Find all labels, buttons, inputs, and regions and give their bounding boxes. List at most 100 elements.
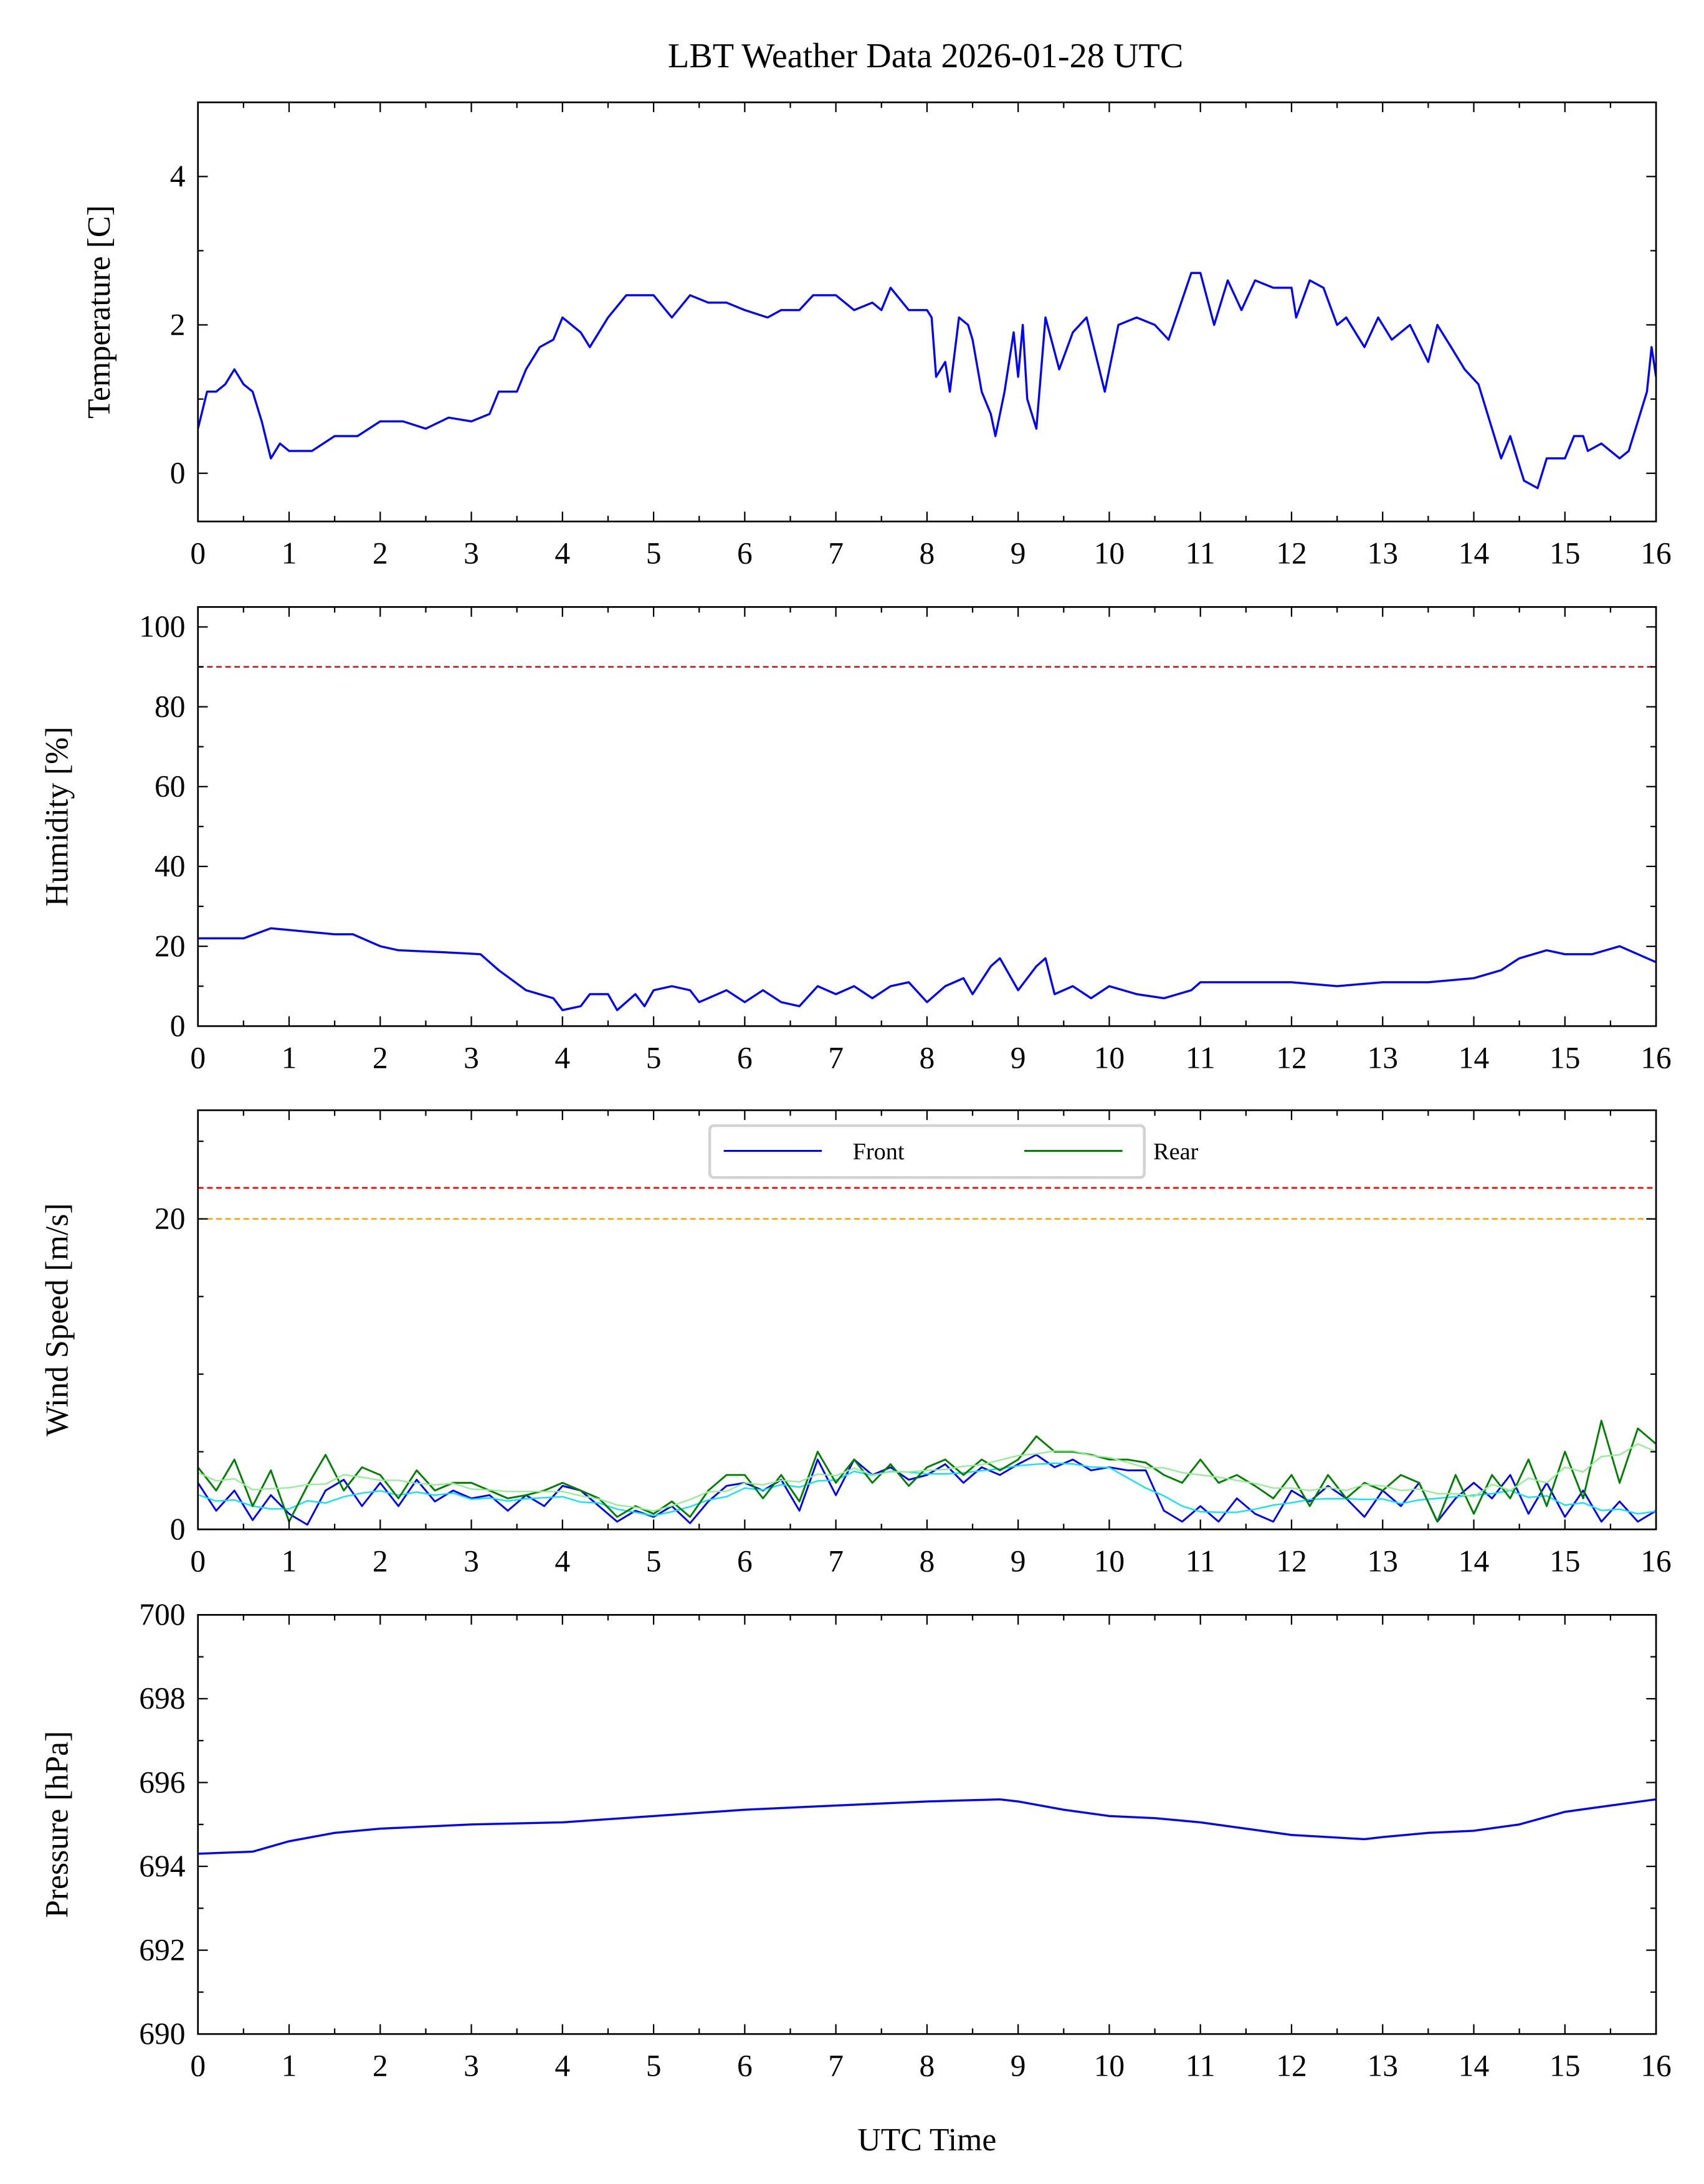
x-tick-label: 1: [282, 1041, 297, 1075]
data-point-humidity: [871, 997, 873, 999]
data-point-temperature: [1564, 457, 1566, 460]
data-point-humidity: [1054, 993, 1056, 995]
x-tick-label: 15: [1549, 1544, 1580, 1579]
data-point-rear: [798, 1500, 801, 1503]
data-point-rear: [1217, 1481, 1220, 1484]
data-point-temperature: [1336, 324, 1338, 326]
data-point-rear: [652, 1512, 655, 1515]
y-tick-label: 4: [170, 159, 186, 193]
data-point-humidity: [397, 949, 399, 951]
plot-area-temperature: [198, 272, 1657, 490]
data-point-front: [1217, 1521, 1220, 1522]
data-point-pressure: [926, 1800, 928, 1803]
y-tick-label: 700: [139, 1597, 185, 1631]
data-point-front: [1509, 1474, 1511, 1476]
data-point-temperature: [1500, 457, 1502, 460]
data-point-temperature: [652, 294, 655, 297]
data-point-front: [1491, 1497, 1493, 1499]
data-point-humidity: [352, 933, 354, 936]
data-point-front: [652, 1516, 655, 1518]
x-tick-label: 1: [282, 1544, 297, 1579]
x-tick-label: 6: [737, 1041, 753, 1075]
data-point-rear: [1308, 1505, 1311, 1507]
y-tick-label: 694: [139, 1849, 185, 1883]
data-point-temperature: [538, 346, 541, 348]
data-point-front: [379, 1481, 381, 1484]
data-point-temperature: [871, 301, 873, 304]
data-point-humidity: [1245, 981, 1247, 984]
x-tick-label: 2: [373, 1041, 388, 1075]
data-point-humidity: [1619, 945, 1621, 947]
data-point-pressure: [1290, 1834, 1293, 1836]
data-point-front: [252, 1519, 254, 1521]
data-point-humidity: [670, 985, 673, 987]
data-point-humidity: [1035, 965, 1037, 967]
data-point-rear: [1181, 1481, 1183, 1484]
data-point-temperature: [1646, 391, 1648, 393]
data-point-pressure: [1518, 1823, 1521, 1826]
data-point-rear: [1546, 1505, 1548, 1507]
x-tick-label: 3: [464, 1544, 479, 1579]
data-point-temperature: [625, 294, 627, 297]
data-point-front: [361, 1505, 363, 1507]
data-point-temperature: [1650, 346, 1653, 348]
data-point-front: [707, 1500, 710, 1503]
data-point-front: [1619, 1500, 1621, 1503]
data-point-temperature: [1345, 316, 1348, 318]
data-point-humidity: [644, 1005, 645, 1007]
data-point-front: [1235, 1497, 1238, 1499]
data-point-front: [1290, 1489, 1293, 1492]
data-point-rear: [507, 1497, 509, 1499]
data-point-rear: [470, 1481, 472, 1484]
data-point-rear: [1637, 1427, 1639, 1430]
x-tick-label: 12: [1276, 536, 1307, 571]
x-tick-label: 8: [920, 2049, 935, 2083]
data-point-rear: [817, 1451, 819, 1453]
data-point-front: [926, 1474, 928, 1476]
data-point-temperature: [1117, 324, 1120, 326]
x-tick-label: 14: [1459, 1544, 1490, 1579]
data-point-pressure: [1381, 1836, 1384, 1838]
data-point-rear: [1199, 1458, 1202, 1461]
series-line-front: [198, 1453, 1657, 1526]
x-tick-label: 9: [1011, 1041, 1026, 1075]
data-point-temperature: [260, 420, 263, 422]
data-point-rear: [707, 1489, 710, 1492]
data-point-pressure: [1017, 1800, 1019, 1803]
data-point-rear: [1163, 1474, 1165, 1476]
data-point-rear: [1327, 1474, 1329, 1476]
x-tick-label: 15: [1549, 536, 1580, 571]
data-point-temperature: [1022, 324, 1024, 326]
data-point-pressure: [1564, 1811, 1566, 1813]
data-point-temperature: [812, 294, 814, 297]
x-tick-label: 14: [1459, 1041, 1490, 1075]
data-point-humidity: [561, 1009, 564, 1011]
legend: Front Rear: [708, 1124, 1199, 1179]
data-point-rear: [780, 1474, 783, 1476]
data-point-front: [1163, 1509, 1165, 1512]
data-point-humidity: [443, 951, 445, 954]
data-point-rear: [762, 1497, 764, 1499]
data-point-rear: [525, 1494, 527, 1496]
data-point-pressure: [252, 1851, 254, 1853]
x-tick-label: 11: [1186, 1544, 1216, 1579]
data-point-humidity: [971, 993, 974, 995]
data-point-front: [1527, 1512, 1530, 1515]
data-point-humidity: [835, 993, 837, 995]
data-point-temperature: [890, 287, 892, 289]
data-point-pressure: [652, 1815, 655, 1817]
x-tick-label: 7: [828, 536, 844, 571]
data-point-front: [1054, 1466, 1056, 1468]
data-point-temperature: [1436, 324, 1439, 326]
data-point-temperature: [1290, 287, 1293, 289]
data-point-humidity: [270, 927, 272, 929]
data-point-rear: [343, 1489, 345, 1492]
data-point-temperature: [981, 391, 983, 393]
data-point-temperature: [1017, 376, 1019, 378]
data-point-rear: [270, 1469, 272, 1471]
data-point-rear: [1527, 1458, 1530, 1461]
data-point-humidity: [999, 957, 1001, 959]
data-point-front: [634, 1509, 637, 1512]
data-point-temperature: [1600, 442, 1602, 445]
